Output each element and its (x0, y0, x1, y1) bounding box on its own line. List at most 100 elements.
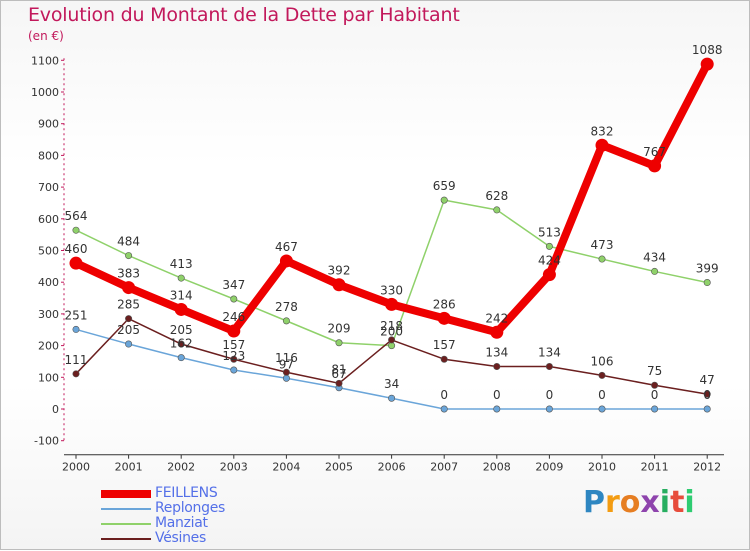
data-point (440, 355, 448, 363)
data-point (598, 255, 606, 263)
data-point (69, 256, 83, 270)
data-point (388, 394, 396, 402)
data-point (72, 370, 80, 378)
data-point (125, 315, 133, 323)
data-label: 34 (384, 377, 399, 391)
data-label: 0 (703, 388, 711, 402)
data-point (440, 405, 448, 413)
data-label: 116 (275, 351, 298, 365)
data-point (648, 159, 662, 173)
data-point (227, 324, 241, 338)
data-label: 81 (331, 362, 346, 376)
data-label: 767 (643, 145, 666, 159)
data-point (493, 206, 501, 214)
data-label: 205 (117, 323, 140, 337)
data-point (651, 381, 659, 389)
brand-letter: x (640, 485, 660, 520)
data-point (174, 302, 188, 316)
data-label: 75 (647, 364, 662, 378)
data-point (279, 254, 293, 268)
data-point (177, 354, 185, 362)
data-point (335, 379, 343, 387)
y-tick-label: 1100 (31, 54, 59, 67)
data-point (230, 295, 238, 303)
y-tick-label: 400 (38, 276, 59, 289)
y-tick-label: -100 (34, 435, 59, 448)
x-tick-label: 2002 (167, 461, 195, 474)
x-tick-label: 2007 (430, 461, 458, 474)
brand-letter: t (670, 485, 685, 520)
data-point (598, 371, 606, 379)
legend-label: Vésines (155, 530, 206, 546)
y-tick-label: 800 (38, 149, 59, 162)
data-label: 0 (440, 388, 448, 402)
data-point (703, 279, 711, 287)
data-label: 484 (117, 235, 140, 249)
data-label: 399 (696, 262, 719, 276)
data-point (703, 405, 711, 413)
x-tick-label: 2005 (325, 461, 353, 474)
data-point (651, 405, 659, 413)
y-tick-label: 200 (38, 340, 59, 353)
data-point (125, 340, 133, 348)
data-label: 628 (485, 189, 508, 203)
brand-letter: o (619, 485, 641, 520)
data-label: 242 (485, 311, 508, 325)
y-tick-label: 900 (38, 118, 59, 131)
data-label: 0 (598, 388, 606, 402)
data-label: 413 (170, 257, 193, 271)
data-point (388, 336, 396, 344)
data-label: 134 (485, 346, 508, 360)
y-tick-label: 500 (38, 245, 59, 258)
data-point (700, 57, 714, 71)
data-label: 200 (380, 325, 403, 339)
data-point (385, 297, 399, 311)
y-tick-label: 1000 (31, 86, 59, 99)
data-point (72, 226, 80, 234)
data-point (282, 317, 290, 325)
x-tick-label: 2011 (641, 461, 669, 474)
data-point (542, 268, 556, 282)
y-tick-label: 700 (38, 181, 59, 194)
data-label: 286 (433, 297, 456, 311)
data-point (282, 374, 290, 382)
data-point (545, 242, 553, 250)
data-label: 434 (643, 250, 666, 264)
data-label: 467 (275, 240, 298, 254)
data-label: 659 (433, 179, 456, 193)
brand-letter: r (605, 485, 620, 520)
legend-swatch (101, 508, 151, 510)
data-label: 157 (433, 338, 456, 352)
chart-unit: (en €) (28, 29, 64, 43)
data-label: 246 (222, 310, 245, 324)
data-label: 330 (380, 283, 403, 297)
data-label: 832 (591, 124, 614, 138)
data-label: 205 (170, 323, 193, 337)
data-label: 67 (331, 367, 346, 381)
data-label: 47 (700, 373, 715, 387)
brand-letter: i (684, 485, 695, 520)
y-tick-label: 0 (52, 403, 59, 416)
data-point (122, 281, 136, 295)
data-label: 162 (170, 337, 193, 351)
data-point (493, 405, 501, 413)
data-label: 513 (538, 225, 561, 239)
y-tick-label: 300 (38, 308, 59, 321)
data-label: 0 (493, 388, 501, 402)
x-tick-label: 2009 (535, 461, 563, 474)
data-label: 392 (328, 264, 351, 278)
data-point (177, 340, 185, 348)
data-point (545, 363, 553, 371)
y-tick-label: 600 (38, 213, 59, 226)
x-tick-label: 2004 (272, 461, 300, 474)
data-point (335, 339, 343, 347)
data-point (703, 390, 711, 398)
data-label: 1088 (692, 43, 723, 57)
data-point (72, 325, 80, 333)
legend-label: FEILLENS (155, 485, 218, 501)
x-tick-label: 2006 (378, 461, 406, 474)
data-label: 473 (591, 238, 614, 252)
data-point (125, 252, 133, 260)
